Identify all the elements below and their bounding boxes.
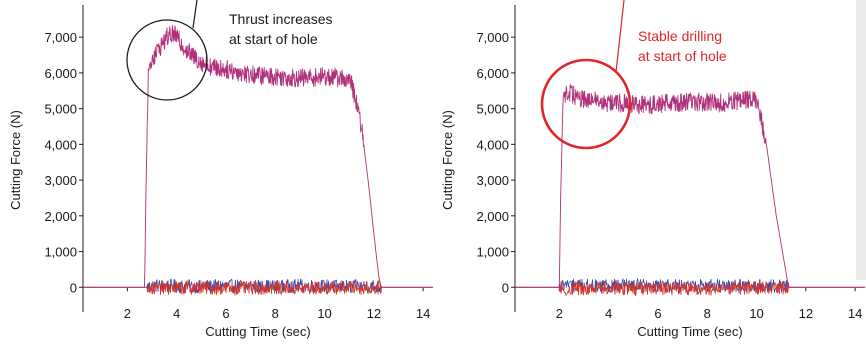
left-series (82, 24, 434, 296)
right-y-ticks: 0 1,000 2,000 3,000 4,000 5,000 6,000 7,000 (476, 30, 515, 295)
right-y-axis-title: Cutting Force (N) (440, 110, 455, 210)
right-annotation-leader (615, 0, 625, 73)
left-x-tick-label: 4 (173, 306, 180, 321)
right-x-tick-label: 14 (848, 306, 862, 321)
right-y-tick-label: 1,000 (476, 245, 509, 260)
left-x-tick-label: 6 (222, 306, 229, 321)
left-chart: 0 1,000 2,000 3,000 4,000 5,000 6,000 7,000 2 4 6… (8, 0, 434, 339)
right-edge-shadow (856, 0, 866, 280)
right-x-axis-title: Cutting Time (sec) (637, 324, 742, 339)
right-series-line (514, 83, 866, 288)
left-y-ticks: 0 1,000 2,000 3,000 4,000 5,000 6,000 7,000 (44, 30, 83, 295)
left-x-tick-label: 12 (367, 306, 381, 321)
left-y-tick-label: 7,000 (44, 30, 77, 45)
right-y-tick-label: 6,000 (476, 66, 509, 81)
left-annotation-line-2: at start of hole (229, 31, 318, 47)
right-y-tick-label: 3,000 (476, 173, 509, 188)
right-annotation-circle (540, 58, 632, 150)
left-y-tick-label: 5,000 (44, 102, 77, 117)
right-y-tick-label: 7,000 (476, 30, 509, 45)
right-x-tick-label: 6 (654, 306, 661, 321)
left-y-tick-label: 1,000 (44, 245, 77, 260)
left-x-tick-label: 14 (416, 306, 430, 321)
left-x-tick-label: 2 (124, 306, 131, 321)
right-x-tick-label: 12 (799, 306, 813, 321)
left-y-tick-label: 2,000 (44, 209, 77, 224)
left-x-tick-label: 10 (317, 306, 331, 321)
left-y-axis-title: Cutting Force (N) (8, 110, 23, 210)
left-annotation-circle (126, 19, 208, 101)
left-y-tick-label: 6,000 (44, 66, 77, 81)
left-x-axis-title: Cutting Time (sec) (205, 324, 310, 339)
right-x-tick-label: 8 (704, 306, 711, 321)
right-annotation-line-1: Stable drilling (638, 28, 722, 44)
left-y-tick-label: 3,000 (44, 173, 77, 188)
left-series-line (82, 24, 434, 288)
right-x-tick-label: 10 (749, 306, 763, 321)
left-x-ticks: 2 4 6 8 10 12 14 (124, 287, 430, 321)
left-y-tick-label: 4,000 (44, 137, 77, 152)
right-x-tick-label: 4 (605, 306, 612, 321)
right-y-tick-label: 4,000 (476, 137, 509, 152)
left-annotation-leader (192, 0, 198, 29)
right-chart: 0 1,000 2,000 3,000 4,000 5,000 6,000 7,000 2 4 6… (440, 0, 866, 339)
right-series (514, 83, 866, 296)
right-annotation-line-2: at start of hole (638, 48, 727, 64)
right-y-tick-label: 5,000 (476, 102, 509, 117)
right-y-tick-label: 2,000 (476, 209, 509, 224)
right-x-ticks: 2 4 6 8 10 12 14 (556, 287, 862, 321)
left-x-tick-label: 8 (272, 306, 279, 321)
right-x-tick-label: 2 (556, 306, 563, 321)
left-annotation-line-1: Thrust increases (229, 11, 332, 27)
left-y-tick-label: 0 (70, 280, 77, 295)
right-y-tick-label: 0 (502, 280, 509, 295)
